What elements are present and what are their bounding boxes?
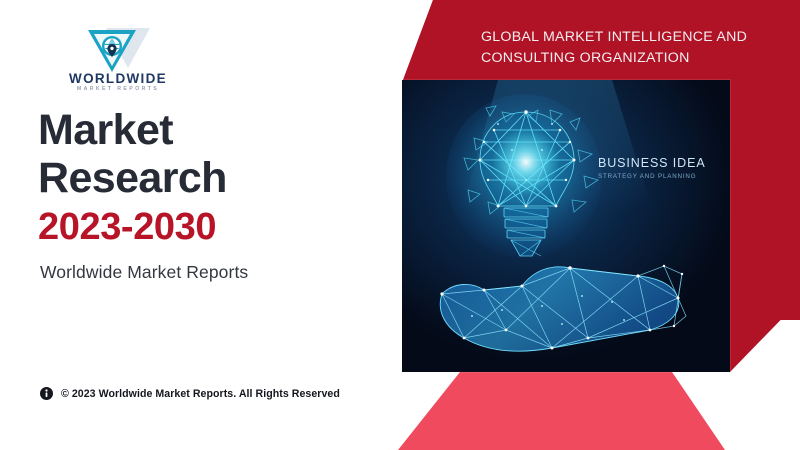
coral-red-trapezoid-shape — [398, 372, 725, 450]
page-title: Market Research 2023-2030 — [38, 106, 368, 252]
logo-tagline: MARKET REPORTS — [76, 86, 160, 92]
banner-line-2: CONSULTING ORGANIZATION — [481, 50, 690, 66]
page-subtitle: Worldwide Market Reports — [40, 262, 249, 282]
left-content-column: WORLDWIDE MARKET REPORTS Market Research… — [38, 22, 368, 400]
headline-line-1: Market — [38, 106, 174, 154]
low-poly-lightbulb-on-hand-illustration — [402, 80, 730, 372]
hero-image-panel: BUSINESS IDEA STRATEGY AND PLANNING — [402, 80, 730, 372]
info-circle-icon — [40, 387, 53, 400]
banner-line-1: GLOBAL MARKET INTELLIGENCE AND — [481, 29, 748, 45]
headline-year-range: 2023-2030 — [38, 206, 217, 248]
logo-wordmark: WORLDWIDE — [69, 71, 167, 86]
triangle-globe-logo-icon — [58, 22, 178, 78]
brand-logo[interactable]: WORLDWIDE MARKET REPORTS — [58, 22, 178, 100]
copyright-text: © 2023 Worldwide Market Reports. All Rig… — [61, 387, 340, 400]
copyright-row: © 2023 Worldwide Market Reports. All Rig… — [40, 387, 340, 400]
headline-line-2: Research — [38, 154, 227, 202]
banner-headline: GLOBAL MARKET INTELLIGENCE AND CONSULTIN… — [481, 27, 781, 69]
